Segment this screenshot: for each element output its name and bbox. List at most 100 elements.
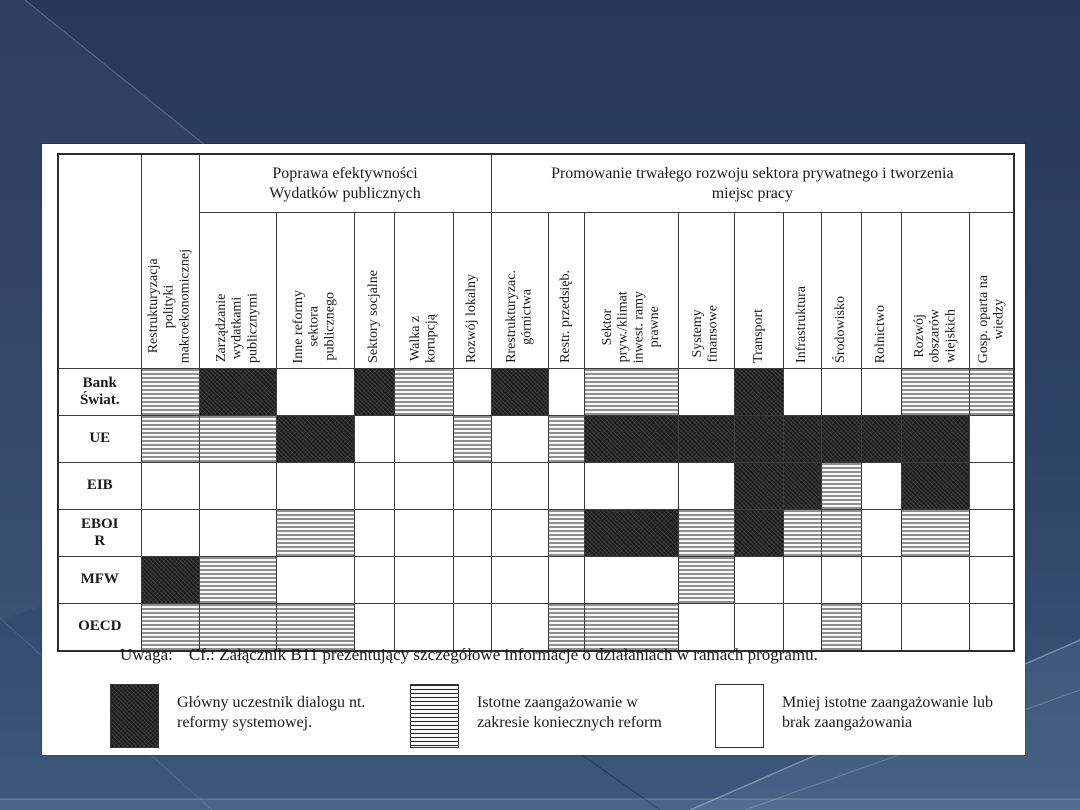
matrix-cell — [968, 368, 1015, 416]
column-header-label: Środowisko — [833, 296, 849, 363]
column-header-label: Sektory socjalne — [366, 270, 382, 363]
column-header: Walka z korupcją — [393, 212, 454, 369]
note: Uwaga: Cf.: Załącznik B11 prezentujący sz… — [120, 645, 818, 665]
matrix-cell — [782, 368, 822, 416]
matrix-cell — [140, 462, 200, 510]
matrix-cell — [900, 368, 970, 416]
legend-item-minor: Mniej istotne zaangażowanie lub brak zaa… — [715, 684, 997, 748]
column-header: Sektory socjalne — [353, 212, 395, 369]
row-label: EIB — [57, 462, 142, 510]
column-header-label: Sektor pryw./klimat inwest. ramy prawne — [599, 290, 662, 363]
row-label: OECD — [57, 603, 142, 652]
matrix-cell — [583, 462, 679, 510]
matrix-cell — [490, 462, 549, 510]
legend-swatch-major — [110, 684, 159, 748]
column-header-label: Rrestrukturyzac. górnictwa — [503, 270, 535, 363]
column-header-label: Transport — [750, 309, 766, 363]
column-header-label: Infrastruktura — [794, 286, 810, 363]
matrix-cell — [733, 556, 784, 604]
matrix-cell — [275, 509, 355, 557]
note-label: Uwaga: — [120, 645, 173, 664]
matrix-cell — [677, 415, 735, 463]
column-header: Systemy finansowe — [677, 212, 735, 369]
column-header-label: Systemy finansowe — [690, 305, 722, 363]
column-header-label: Zarządzanie wydatkami publicznymi — [213, 293, 261, 363]
matrix-cell — [968, 556, 1015, 604]
column-header: Gosp. oparta na wiedzy — [968, 212, 1015, 369]
matrix-cell — [677, 603, 735, 652]
matrix-cell — [968, 462, 1015, 510]
matrix-cell — [452, 368, 492, 416]
column-header-label: Restr. przedsięb. — [558, 270, 574, 363]
matrix-cell — [140, 368, 200, 416]
note-text: Cf.: Załącznik B11 prezentujący szczegół… — [188, 645, 818, 664]
matrix-cell — [393, 556, 454, 604]
legend-swatch-significant — [410, 684, 459, 748]
matrix-cell — [820, 368, 862, 416]
matrix-cell — [968, 603, 1015, 652]
matrix-cell — [393, 462, 454, 510]
column-header-label: Rozwój obszarów wiejskich — [911, 309, 958, 363]
column-header: Transport — [733, 212, 784, 369]
matrix-cell — [733, 415, 784, 463]
matrix-cell — [583, 556, 679, 604]
matrix-cell — [452, 603, 492, 652]
matrix-cell — [393, 509, 454, 557]
matrix-cell — [275, 462, 355, 510]
matrix-cell — [900, 415, 970, 463]
matrix-cell — [733, 509, 784, 557]
legend-swatch-minor — [715, 684, 764, 748]
legend: Główny uczestnik dialogu nt. reformy sys… — [110, 684, 997, 748]
matrix-cell — [733, 603, 784, 652]
matrix-cell — [547, 462, 585, 510]
matrix-cell — [452, 509, 492, 557]
matrix-cell — [860, 462, 902, 510]
matrix-cell — [490, 368, 549, 416]
matrix-cell — [860, 556, 902, 604]
column-header: Rolnictwo — [860, 212, 902, 369]
matrix-cell — [547, 368, 585, 416]
column-header: Środowisko — [820, 212, 862, 369]
matrix-cell — [583, 509, 679, 557]
matrix-cell — [820, 556, 862, 604]
column-header: Zarządzanie wydatkami publicznymi — [198, 212, 277, 369]
matrix-cell — [198, 509, 277, 557]
matrix-cell — [900, 509, 970, 557]
matrix-cell — [733, 368, 784, 416]
matrix-cell — [198, 368, 277, 416]
matrix-cell — [275, 368, 355, 416]
matrix-cell — [583, 415, 679, 463]
row-label: EBOI R — [57, 509, 142, 557]
matrix-cell — [393, 603, 454, 652]
matrix-cell — [198, 556, 277, 604]
column-header: Sektor pryw./klimat inwest. ramy prawne — [583, 212, 679, 369]
matrix-cell — [547, 509, 585, 557]
matrix-cell — [353, 368, 395, 416]
matrix-cell — [860, 368, 902, 416]
legend-item-major: Główny uczestnik dialogu nt. reformy sys… — [110, 684, 410, 748]
matrix-cell — [860, 603, 902, 652]
matrix-cell — [733, 462, 784, 510]
column-header-label: Inne reformy sektora publicznego — [291, 289, 338, 363]
column-header: Rrestrukturyzac. górnictwa — [490, 212, 549, 369]
matrix-cell — [782, 556, 822, 604]
corner-cell — [57, 153, 142, 369]
row-label: MFW — [57, 556, 142, 604]
matrix-cell — [820, 415, 862, 463]
column-header: Rozwój obszarów wiejskich — [900, 212, 970, 369]
matrix-cell — [782, 509, 822, 557]
matrix-cell — [490, 603, 549, 652]
column-header-label: Restrukturyzacja polityki makroekonomicz… — [146, 248, 193, 363]
row-label: UE — [57, 415, 142, 463]
matrix-cell — [353, 556, 395, 604]
group-header: Poprawa efektywności Wydatków publicznyc… — [198, 153, 492, 213]
matrix-cell — [275, 415, 355, 463]
matrix-cell — [353, 603, 395, 652]
matrix-cell — [677, 462, 735, 510]
legend-label-significant: Istotne zaangażowanie w zakresie koniecz… — [477, 694, 662, 731]
row-label: Bank Świat. — [57, 368, 142, 416]
matrix-cell — [353, 462, 395, 510]
matrix-container: Restrukturyzacja polityki makroekonomicz… — [57, 153, 1016, 652]
matrix-cell — [490, 509, 549, 557]
